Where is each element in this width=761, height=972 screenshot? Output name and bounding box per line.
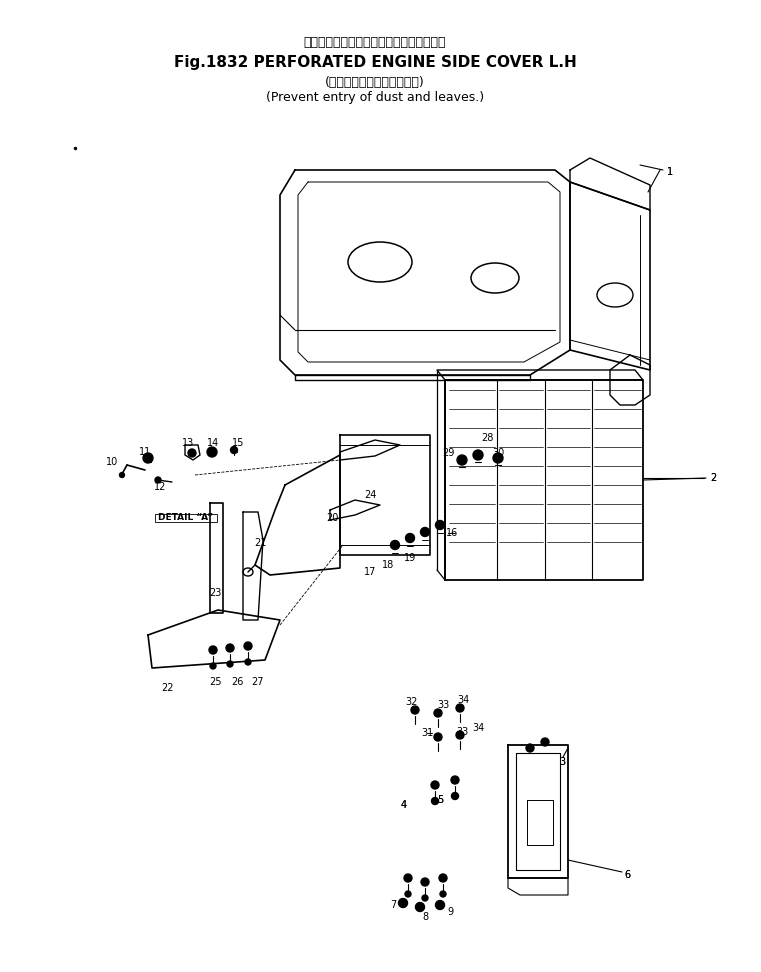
Circle shape (435, 520, 444, 530)
Circle shape (227, 661, 233, 667)
Circle shape (390, 540, 400, 549)
Circle shape (456, 704, 464, 712)
Text: 27: 27 (252, 677, 264, 687)
Circle shape (231, 446, 237, 454)
Text: 17: 17 (364, 567, 376, 577)
Text: 34: 34 (457, 695, 469, 705)
Text: 11: 11 (139, 447, 151, 457)
Circle shape (451, 792, 458, 800)
Text: 4: 4 (401, 800, 407, 810)
Text: 13: 13 (182, 438, 194, 448)
Circle shape (245, 659, 251, 665)
Circle shape (143, 453, 153, 463)
Text: 28: 28 (481, 433, 493, 443)
Text: 7: 7 (390, 900, 396, 910)
Text: 30: 30 (492, 448, 504, 458)
Circle shape (440, 891, 446, 897)
Text: 16: 16 (446, 528, 458, 538)
Circle shape (411, 706, 419, 714)
Circle shape (473, 450, 483, 460)
Text: 29: 29 (442, 448, 454, 458)
Circle shape (188, 449, 196, 457)
Text: 18: 18 (382, 560, 394, 570)
Circle shape (541, 738, 549, 746)
Text: 6: 6 (624, 870, 630, 880)
Text: 2: 2 (710, 473, 716, 483)
Text: 15: 15 (232, 438, 244, 448)
Circle shape (526, 744, 534, 752)
Circle shape (434, 709, 442, 717)
Text: 1: 1 (667, 167, 673, 177)
Circle shape (457, 455, 467, 465)
Circle shape (456, 731, 464, 739)
Text: 6: 6 (624, 870, 630, 880)
Text: 24: 24 (364, 490, 376, 500)
Text: 23: 23 (209, 588, 221, 598)
Text: 22: 22 (162, 683, 174, 693)
Circle shape (155, 477, 161, 483)
Text: 9: 9 (447, 907, 453, 917)
Text: 12: 12 (154, 482, 166, 492)
Text: 10: 10 (106, 457, 118, 467)
Circle shape (435, 900, 444, 910)
Circle shape (421, 528, 429, 537)
Text: 20: 20 (326, 513, 338, 523)
Circle shape (422, 895, 428, 901)
Circle shape (207, 447, 217, 457)
Text: 小丸稴付　エンジン　サイド　カバー　左: 小丸稴付 エンジン サイド カバー 左 (304, 36, 446, 49)
Text: (Prevent entry of dust and leaves.): (Prevent entry of dust and leaves.) (266, 91, 484, 105)
Circle shape (226, 644, 234, 652)
Text: 32: 32 (406, 697, 419, 707)
Text: Fig.1832 PERFORATED ENGINE SIDE COVER L.H: Fig.1832 PERFORATED ENGINE SIDE COVER L.… (174, 54, 576, 70)
Text: 14: 14 (207, 438, 219, 448)
Text: 3: 3 (559, 757, 565, 767)
Circle shape (421, 878, 429, 886)
Text: 8: 8 (422, 912, 428, 922)
Circle shape (439, 874, 447, 882)
Text: 26: 26 (231, 677, 244, 687)
Text: 4: 4 (401, 800, 407, 810)
Circle shape (434, 733, 442, 741)
Text: DETAIL “A”: DETAIL “A” (158, 513, 214, 523)
Text: 21: 21 (254, 538, 266, 548)
Circle shape (416, 902, 425, 912)
Text: 34: 34 (472, 723, 484, 733)
Text: 33: 33 (437, 700, 449, 710)
Circle shape (209, 646, 217, 654)
Circle shape (210, 663, 216, 669)
Circle shape (431, 781, 439, 789)
Text: 25: 25 (209, 677, 221, 687)
Text: 19: 19 (404, 553, 416, 563)
Text: (ごみ、木の葉の進入防止用): (ごみ、木の葉の進入防止用) (325, 76, 425, 88)
FancyBboxPatch shape (155, 514, 217, 522)
Circle shape (451, 776, 459, 784)
Text: 31: 31 (421, 728, 433, 738)
Text: 5: 5 (437, 795, 443, 805)
Circle shape (405, 891, 411, 897)
Circle shape (406, 534, 415, 542)
Circle shape (493, 453, 503, 463)
Text: 33: 33 (456, 727, 468, 737)
Text: 1: 1 (667, 167, 673, 177)
Text: 3: 3 (559, 757, 565, 767)
Text: 2: 2 (710, 473, 716, 483)
Circle shape (119, 472, 125, 477)
Circle shape (244, 642, 252, 650)
Circle shape (431, 797, 438, 805)
Circle shape (399, 898, 407, 908)
Circle shape (404, 874, 412, 882)
Text: 5: 5 (437, 795, 443, 805)
